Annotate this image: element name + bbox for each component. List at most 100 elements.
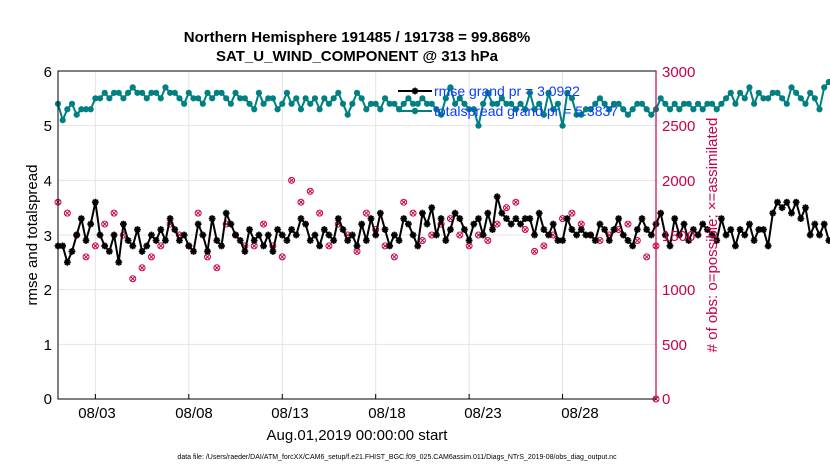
legend-label-rmse: rmse grand pr = 3.0922: [434, 83, 580, 99]
data-point-totalspread: [582, 106, 590, 113]
data-point-totalspread: [367, 100, 375, 107]
obs-count-point: [260, 220, 268, 228]
data-point-totalspread: [676, 106, 683, 113]
data-point-totalspread: [330, 95, 337, 102]
data-point-totalspread: [153, 89, 160, 96]
data-point-rmse: [596, 220, 604, 228]
data-point-totalspread: [162, 84, 169, 91]
obs-count-point: [390, 253, 398, 261]
data-point-totalspread: [363, 106, 370, 113]
data-point-rmse: [465, 237, 473, 244]
data-point-totalspread: [344, 111, 351, 118]
data-point-rmse: [353, 242, 361, 250]
data-point-rmse: [101, 242, 109, 250]
data-point-totalspread: [110, 89, 118, 96]
data-point-totalspread: [218, 89, 225, 96]
y-left-tick: 3: [44, 228, 52, 245]
y-axis-right-label: # of obs: o=possible; ×=assimilated: [704, 118, 721, 353]
data-point-rmse: [825, 237, 830, 244]
data-point-rmse: [563, 215, 571, 222]
data-point-rmse: [372, 231, 380, 239]
y-right-tick: 2500: [662, 118, 695, 135]
data-point-totalspread: [461, 100, 468, 107]
data-point-totalspread: [134, 89, 141, 96]
data-point-rmse: [718, 215, 725, 222]
obs-count-point: [138, 264, 146, 272]
data-point-totalspread: [470, 106, 477, 113]
data-point-rmse: [283, 237, 291, 244]
x-tick: 08/13: [271, 405, 309, 422]
data-point-totalspread: [428, 100, 435, 107]
data-point-totalspread: [311, 95, 319, 102]
y-right-tick: 500: [662, 337, 687, 354]
obs-count-point: [512, 198, 520, 206]
data-point-rmse: [746, 220, 753, 228]
data-point-rmse: [694, 231, 702, 239]
data-point-rmse: [395, 237, 403, 244]
data-point-rmse: [661, 231, 669, 239]
data-point-rmse: [610, 226, 618, 233]
data-point-rmse: [587, 231, 594, 239]
data-point-totalspread: [339, 100, 347, 107]
data-point-totalspread: [746, 84, 753, 91]
data-point-rmse: [689, 226, 697, 233]
data-point-rmse: [362, 237, 370, 244]
data-point-rmse: [180, 231, 188, 239]
data-point-totalspread: [64, 106, 71, 113]
data-point-totalspread: [148, 89, 155, 96]
data-point-totalspread: [377, 106, 384, 113]
data-point-totalspread: [783, 100, 790, 107]
obs-count-point: [409, 209, 417, 217]
data-point-rmse: [110, 231, 118, 239]
data-point-rmse: [288, 226, 295, 233]
y-left-tick: 1: [44, 337, 52, 354]
data-point-rmse: [115, 258, 123, 266]
data-point-rmse: [325, 231, 333, 239]
data-point-totalspread: [694, 100, 702, 107]
data-point-rmse: [507, 220, 515, 228]
data-point-rmse: [59, 242, 67, 250]
data-point-rmse: [311, 231, 319, 239]
data-point-rmse: [194, 220, 202, 228]
data-point-rmse: [549, 220, 557, 228]
data-point-rmse: [605, 237, 613, 244]
data-point-totalspread: [545, 89, 552, 96]
data-point-rmse: [750, 237, 758, 244]
data-point-totalspread: [573, 111, 580, 118]
data-point-totalspread: [204, 89, 211, 96]
y-right-tick: 3000: [662, 64, 695, 81]
data-point-rmse: [736, 226, 744, 233]
obs-count-point: [194, 209, 202, 217]
data-point-totalspread: [255, 89, 262, 96]
data-point-totalspread: [353, 89, 361, 96]
data-point-totalspread: [531, 106, 538, 113]
data-point-rmse: [638, 215, 646, 222]
data-point-rmse: [456, 215, 464, 222]
legend-star-rmse: [411, 87, 419, 95]
data-point-totalspread: [727, 89, 734, 96]
data-point-rmse: [503, 215, 510, 222]
data-point-totalspread: [405, 95, 412, 102]
data-point-totalspread: [475, 122, 482, 129]
data-point-totalspread: [391, 100, 398, 107]
data-point-totalspread: [769, 89, 776, 96]
data-point-totalspread: [68, 100, 76, 107]
y-left-tick: 0: [44, 391, 52, 408]
data-point-totalspread: [335, 89, 342, 96]
data-point-rmse: [601, 226, 609, 233]
data-point-rmse: [63, 258, 71, 266]
data-point-totalspread: [680, 100, 688, 107]
obs-count-point: [91, 242, 99, 250]
data-point-rmse: [77, 215, 85, 222]
data-point-totalspread: [564, 89, 571, 96]
y-right-tick: 2000: [662, 173, 695, 190]
data-point-rmse: [722, 231, 730, 239]
data-point-totalspread: [176, 95, 183, 102]
data-point-totalspread: [606, 106, 613, 113]
obs-count-point: [540, 242, 548, 250]
obs-count-point: [110, 209, 118, 217]
data-point-totalspread: [708, 100, 716, 107]
data-point-totalspread: [503, 100, 510, 107]
data-point-rmse: [409, 231, 417, 239]
y-left-tick: 5: [44, 118, 52, 135]
